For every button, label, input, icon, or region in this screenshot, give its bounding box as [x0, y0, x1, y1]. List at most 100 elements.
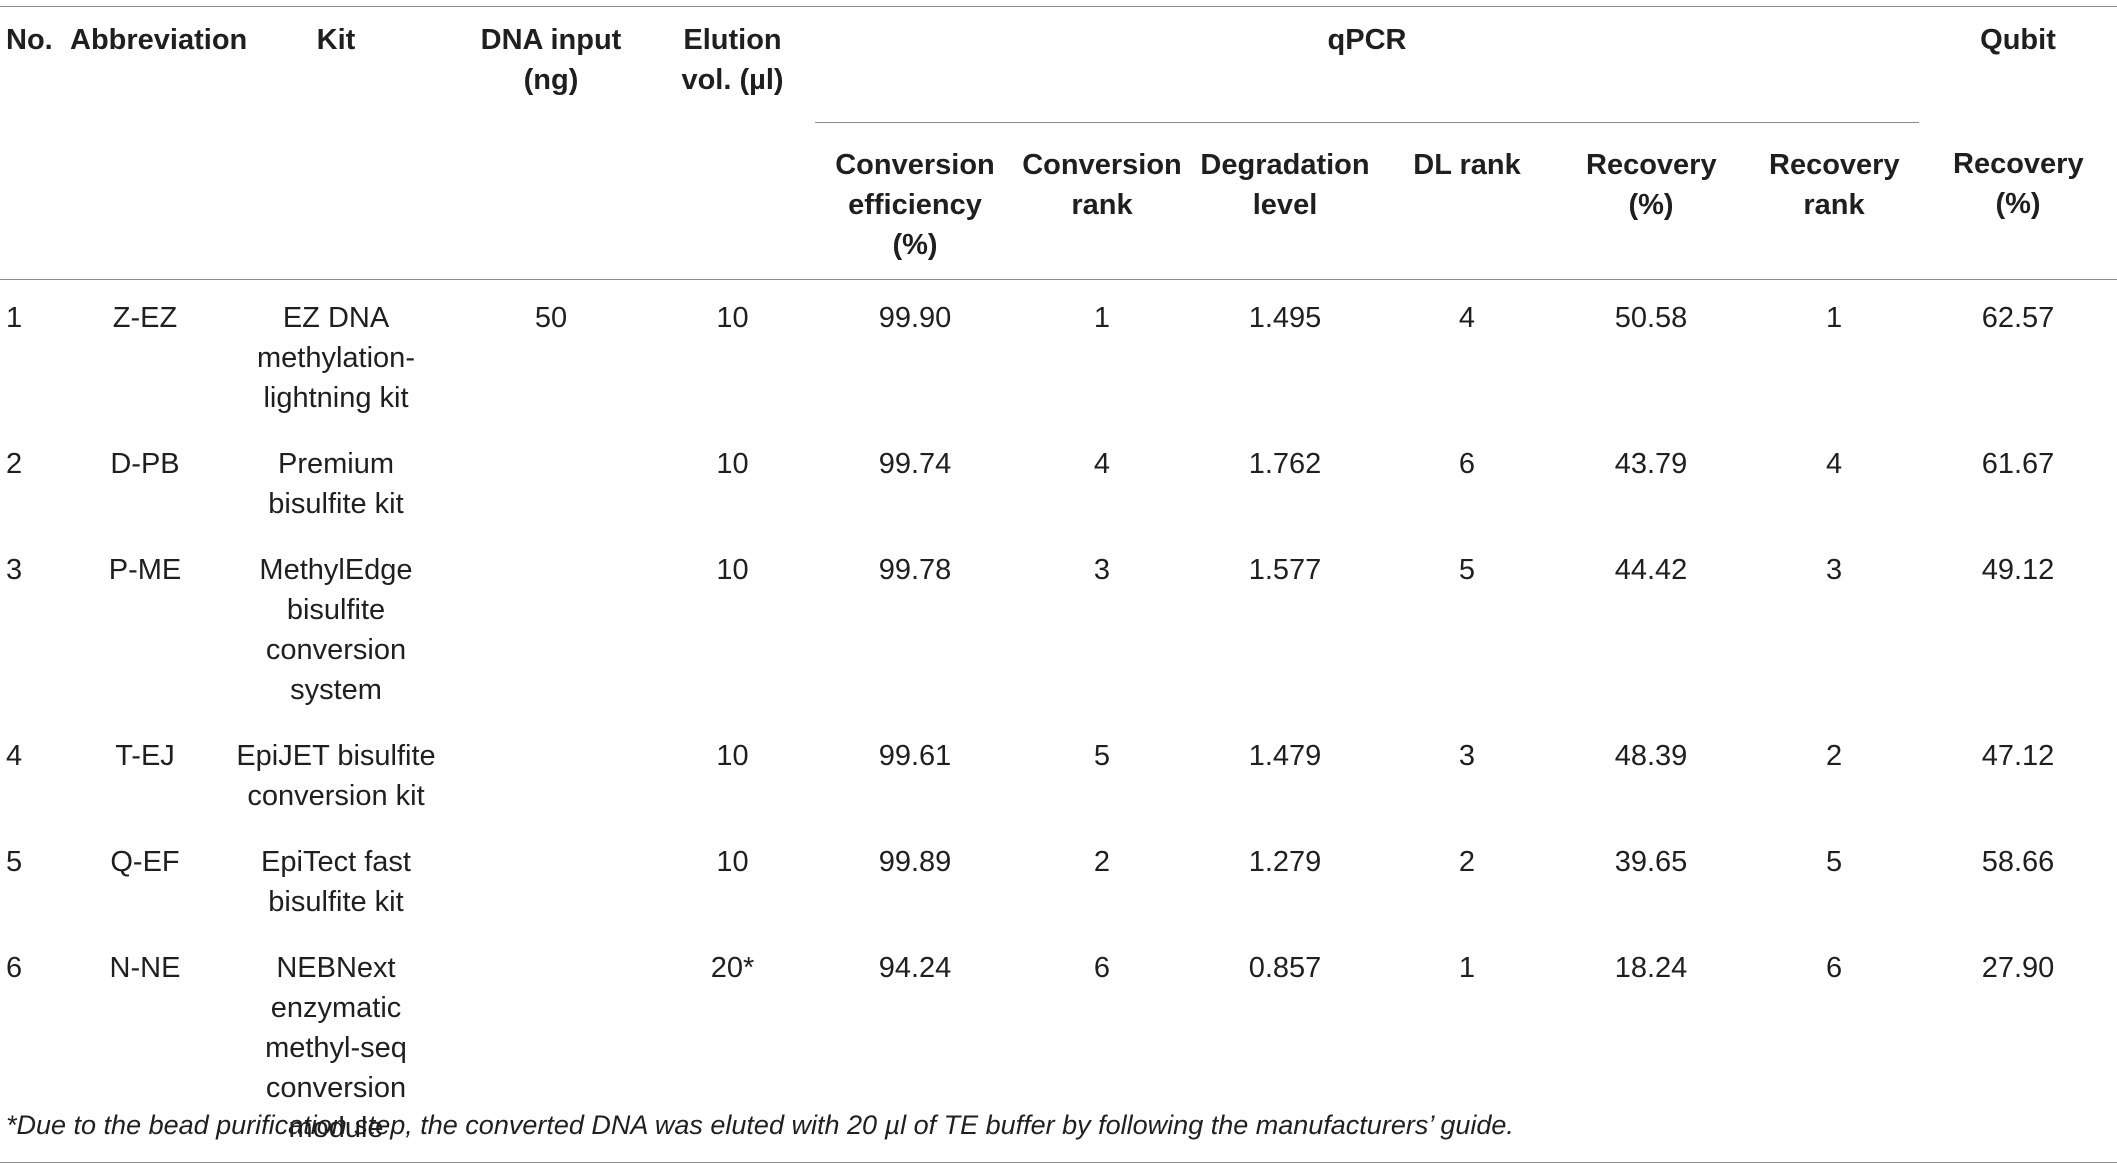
cell-kit-text: EpiJET bisulfite conversion kit: [236, 739, 436, 812]
cell-elution-vol: 20*: [650, 929, 815, 1163]
header-qpcr-group: qPCR: [815, 0, 1920, 123]
header-kit: Kit: [220, 0, 452, 280]
cell-abbreviation: Q-EF: [110, 845, 180, 878]
cell-dl-rank: 6: [1458, 447, 1476, 480]
header-recovery-rank: Recovery rank: [1749, 122, 1920, 280]
cell-qubit-recovery: 49.12: [1981, 553, 2055, 586]
cell-kit: NEBNext enzymatic methyl-seq conversion …: [220, 929, 452, 1163]
cell-dl-rank: 3: [1458, 739, 1476, 772]
cell-qubit-recovery: 58.66: [1981, 845, 2055, 878]
cell-dna-input: [452, 824, 650, 930]
cell-recovery-rank: 2: [1825, 739, 1843, 772]
cell-abbreviation: D-PB: [110, 447, 180, 480]
header-dna-input: DNA input (ng): [452, 0, 650, 280]
cell-kit-text: EZ DNA methylation-lightning kit: [257, 301, 415, 414]
cell-conversion-efficiency: 99.78: [878, 553, 952, 586]
cell-dl-rank: 2: [1458, 845, 1476, 878]
cell-qubit-recovery: 61.67: [1981, 447, 2055, 480]
cell-recovery-pct: 18.24: [1553, 929, 1749, 1163]
header-dna-input-text: DNA input (ng): [480, 24, 622, 96]
cell-abbreviation: T-EJ: [115, 739, 175, 772]
cell-no: 5: [6, 845, 23, 878]
cell-conversion-efficiency: 99.61: [878, 739, 952, 772]
cell-kit: MethylEdge bisulfite conversion system: [220, 532, 452, 718]
cell-elution-vol: 10: [716, 739, 749, 772]
cell-degradation-level: 0.857: [1189, 929, 1381, 1163]
cell-conversion-rank: 2: [1093, 845, 1111, 878]
header-recovery-pct: Recovery (%): [1553, 122, 1749, 280]
cell-conversion-efficiency: 94.24: [815, 929, 1015, 1163]
cell-degradation-level: 1.495: [1248, 301, 1322, 334]
cell-kit-text: NEBNext enzymatic methyl-seq conversion …: [265, 951, 407, 1144]
header-recovery-rank-text: Recovery rank: [1769, 148, 1900, 221]
cell-recovery-rank: 3: [1825, 553, 1843, 586]
header-degradation-level: Degradation level: [1189, 122, 1381, 280]
cell-kit: EZ DNA methylation-lightning kit: [220, 279, 452, 426]
cell-degradation-level: 1.577: [1248, 553, 1322, 586]
cell-kit: EpiJET bisulfite conversion kit: [220, 718, 452, 824]
cell-abbreviation: Z-EZ: [112, 301, 178, 334]
table-row: 6 N-NE NEBNext enzymatic methyl-seq conv…: [0, 929, 2117, 1163]
cell-recovery-rank: 4: [1825, 447, 1843, 480]
table-row: 4 T-EJ EpiJET bisulfite conversion kit 1…: [0, 718, 2117, 824]
header-elution-vol: Elution vol. (µl): [650, 0, 815, 280]
header-qubit-group: Qubit: [1980, 24, 2056, 56]
cell-dna-input: 50: [534, 301, 568, 334]
cell-conversion-rank: 3: [1093, 553, 1111, 586]
header-conversion-efficiency-text: Conversion efficiency (%): [835, 148, 995, 261]
cell-conversion-rank: 1: [1093, 301, 1111, 334]
header-qubit-recovery-text: Recovery (%): [1953, 148, 2084, 220]
header-conversion-rank: Conversion rank: [1015, 122, 1189, 280]
cell-abbreviation: P-ME: [108, 553, 182, 586]
cell-kit-text: EpiTect fast bisulfite kit: [261, 845, 411, 918]
cell-dna-input: [452, 929, 650, 1163]
cell-dna-input: [452, 532, 650, 718]
cell-no: 2: [6, 447, 23, 480]
cell-recovery-pct: 43.79: [1614, 447, 1688, 480]
cell-no: 1: [6, 301, 23, 334]
cell-conversion-rank: 4: [1093, 447, 1111, 480]
cell-elution-vol: 10: [716, 845, 749, 878]
cell-dna-input: [452, 718, 650, 824]
cell-conversion-rank: 5: [1093, 739, 1111, 772]
cell-kit: EpiTect fast bisulfite kit: [220, 824, 452, 930]
table-row: 5 Q-EF EpiTect fast bisulfite kit 10 99.…: [0, 824, 2117, 930]
cell-qubit-recovery: 47.12: [1981, 739, 2055, 772]
header-qubit-recovery: Recovery (%): [1919, 122, 2117, 280]
cell-degradation-level: 1.479: [1248, 739, 1322, 772]
cell-recovery-rank: 5: [1825, 845, 1843, 878]
header-dl-rank: DL rank: [1381, 122, 1553, 280]
table-row: 3 P-ME MethylEdge bisulfite conversion s…: [0, 532, 2117, 718]
cell-conversion-rank: 6: [1015, 929, 1189, 1163]
header-conversion-efficiency: Conversion efficiency (%): [815, 122, 1015, 280]
header-recovery-pct-text: Recovery (%): [1586, 148, 1717, 221]
cell-kit-text: Premium bisulfite kit: [268, 447, 404, 520]
cell-no: 3: [6, 553, 23, 586]
cell-elution-vol: 10: [716, 301, 749, 334]
cell-dna-input: [452, 426, 650, 532]
cell-degradation-level: 1.279: [1248, 845, 1322, 878]
cell-conversion-efficiency: 99.74: [878, 447, 952, 480]
cell-recovery-pct: 44.42: [1614, 553, 1688, 586]
cell-recovery-rank: 6: [1749, 929, 1920, 1163]
cell-qubit-recovery: 27.90: [1919, 929, 2117, 1163]
header-abbreviation: Abbreviation: [70, 0, 247, 280]
cell-kit-text: MethylEdge bisulfite conversion system: [259, 553, 413, 706]
cell-elution-vol: 10: [716, 553, 749, 586]
table-row: 2 D-PB Premium bisulfite kit 10 99.74 4 …: [0, 426, 2117, 532]
cell-dl-rank: 4: [1458, 301, 1476, 334]
cell-recovery-pct: 48.39: [1614, 739, 1688, 772]
header-no: No.: [0, 0, 70, 280]
cell-qubit-recovery: 62.57: [1981, 301, 2055, 334]
top-rule: [0, 6, 2117, 7]
cell-elution-vol: 10: [716, 447, 749, 480]
cell-recovery-pct: 39.65: [1614, 845, 1688, 878]
cell-no: 6: [0, 929, 70, 1163]
cell-recovery-pct: 50.58: [1614, 301, 1688, 334]
cell-degradation-level: 1.762: [1248, 447, 1322, 480]
cell-conversion-efficiency: 99.89: [878, 845, 952, 878]
cell-conversion-efficiency: 99.90: [878, 301, 952, 334]
header-conversion-rank-text: Conversion rank: [1022, 148, 1182, 221]
